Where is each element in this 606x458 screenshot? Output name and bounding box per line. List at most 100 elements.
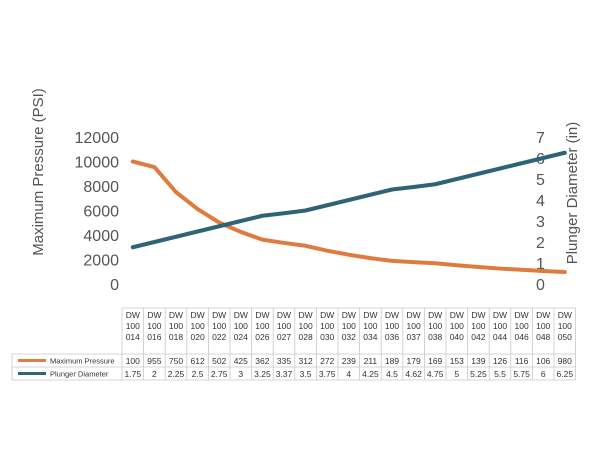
table-header-text: 100	[191, 321, 205, 331]
y-right-tick-label: 2	[536, 235, 545, 252]
y-right-tick-label: 0	[536, 277, 545, 294]
table-cell: 272	[320, 356, 334, 366]
table-cell: 2.5	[192, 369, 204, 379]
y-right-tick-label: 5	[536, 172, 545, 189]
table-header-text: 022	[212, 332, 226, 342]
table-header-text: 100	[126, 321, 140, 331]
table-header-text: 100	[450, 321, 464, 331]
table-cell: 5.75	[513, 369, 530, 379]
table-cell: 2	[152, 369, 157, 379]
y-left-tick-label: 0	[110, 277, 119, 294]
table-header-text: 100	[320, 321, 334, 331]
table-header-text: 042	[471, 332, 485, 342]
table-header-text: DW	[342, 310, 356, 320]
table-header-text: 100	[385, 321, 399, 331]
table-cell: 189	[385, 356, 399, 366]
table-cell: 955	[147, 356, 161, 366]
table-header-text: DW	[558, 310, 572, 320]
y-right-axis-title: Plunger Diameter (in)	[564, 122, 581, 265]
y-left-tick-label: 4000	[83, 228, 119, 245]
table-cell: 126	[493, 356, 507, 366]
table-header-text: 032	[342, 332, 356, 342]
table-cell: 750	[169, 356, 183, 366]
table-cell: 5	[454, 369, 459, 379]
table-cell: 6.25	[557, 369, 574, 379]
table-header-text: 036	[385, 332, 399, 342]
table-header-text: DW	[147, 310, 161, 320]
table-cell: 1.75	[125, 369, 142, 379]
table-cell: 502	[212, 356, 226, 366]
series-line-maximum-pressure	[130, 159, 567, 274]
legend-label: Maximum Pressure	[50, 357, 115, 366]
table-cell: 116	[515, 356, 529, 366]
table-header-text: 100	[234, 321, 248, 331]
table-header-text: 100	[363, 321, 377, 331]
table-header-text: DW	[126, 310, 140, 320]
table-cell: 5.25	[470, 369, 487, 379]
table-header-text: 100	[277, 321, 291, 331]
table-cell: 153	[450, 356, 464, 366]
table-header-text: DW	[299, 310, 313, 320]
table-cell: 3.75	[319, 369, 336, 379]
table-cell: 3.25	[254, 369, 271, 379]
table-header-text: 027	[277, 332, 291, 342]
y-left-tick-label: 12000	[75, 130, 120, 147]
y-left-axis-title: Maximum Pressure (PSI)	[30, 88, 47, 256]
table-header-text: 040	[450, 332, 464, 342]
table-header-text: DW	[277, 310, 291, 320]
table-cell: 4.25	[362, 369, 379, 379]
table-cell: 4.62	[405, 369, 422, 379]
table-header-text: 044	[493, 332, 507, 342]
table-header-text: 037	[407, 332, 421, 342]
y-left-tick-label: 6000	[83, 204, 119, 221]
table-header-text: 048	[536, 332, 550, 342]
table-cell: 362	[255, 356, 269, 366]
table-header-text: 100	[471, 321, 485, 331]
y-left-tick-label: 2000	[83, 253, 119, 270]
table-header-text: DW	[212, 310, 226, 320]
table-header-text: DW	[363, 310, 377, 320]
table-header-text: DW	[234, 310, 248, 320]
table-cell: 612	[191, 356, 205, 366]
y-left-tick-labels: 0 2000 4000 6000 8000 10000 12000	[75, 130, 120, 294]
table-header-text: DW	[493, 310, 507, 320]
table-header-text: 050	[558, 332, 572, 342]
table-cell: 239	[342, 356, 356, 366]
table-cell: 425	[234, 356, 248, 366]
table-header-text: 100	[255, 321, 269, 331]
table-header-text: 016	[147, 332, 161, 342]
table-header-text: 100	[147, 321, 161, 331]
table-header-text: 024	[234, 332, 248, 342]
table-cell: 106	[536, 356, 550, 366]
table-header-text: 100	[493, 321, 507, 331]
table-cell: 211	[364, 356, 378, 366]
table-cell: 169	[428, 356, 442, 366]
table-header-text: 018	[169, 332, 183, 342]
table-header-text: 014	[126, 332, 140, 342]
table-header-text: DW	[255, 310, 269, 320]
table-header-text: 100	[407, 321, 421, 331]
table-header-text: 100	[536, 321, 550, 331]
table-header-text: 100	[299, 321, 313, 331]
table-header-text: 026	[255, 332, 269, 342]
table-cell: 3.37	[276, 369, 293, 379]
table-cell: 6	[541, 369, 546, 379]
table-header-text: 030	[320, 332, 334, 342]
table-cell: 100	[126, 356, 140, 366]
y-right-tick-label: 1	[536, 256, 545, 273]
table-header-text: DW	[320, 310, 334, 320]
series-line-plunger-diameter	[130, 150, 567, 250]
table-cell: 5.5	[494, 369, 506, 379]
y-right-tick-label: 7	[536, 130, 545, 147]
y-right-tick-label: 3	[536, 214, 545, 231]
table-cell: 2.25	[168, 369, 185, 379]
y-right-tick-label: 4	[536, 193, 545, 210]
table-cell: 2.75	[211, 369, 228, 379]
table-header-text: DW	[536, 310, 550, 320]
table-header-text: DW	[169, 310, 183, 320]
table-header-text: 034	[363, 332, 377, 342]
y-left-tick-label: 8000	[83, 179, 119, 196]
table-cell: 335	[277, 356, 291, 366]
y-left-tick-label: 10000	[75, 155, 120, 172]
